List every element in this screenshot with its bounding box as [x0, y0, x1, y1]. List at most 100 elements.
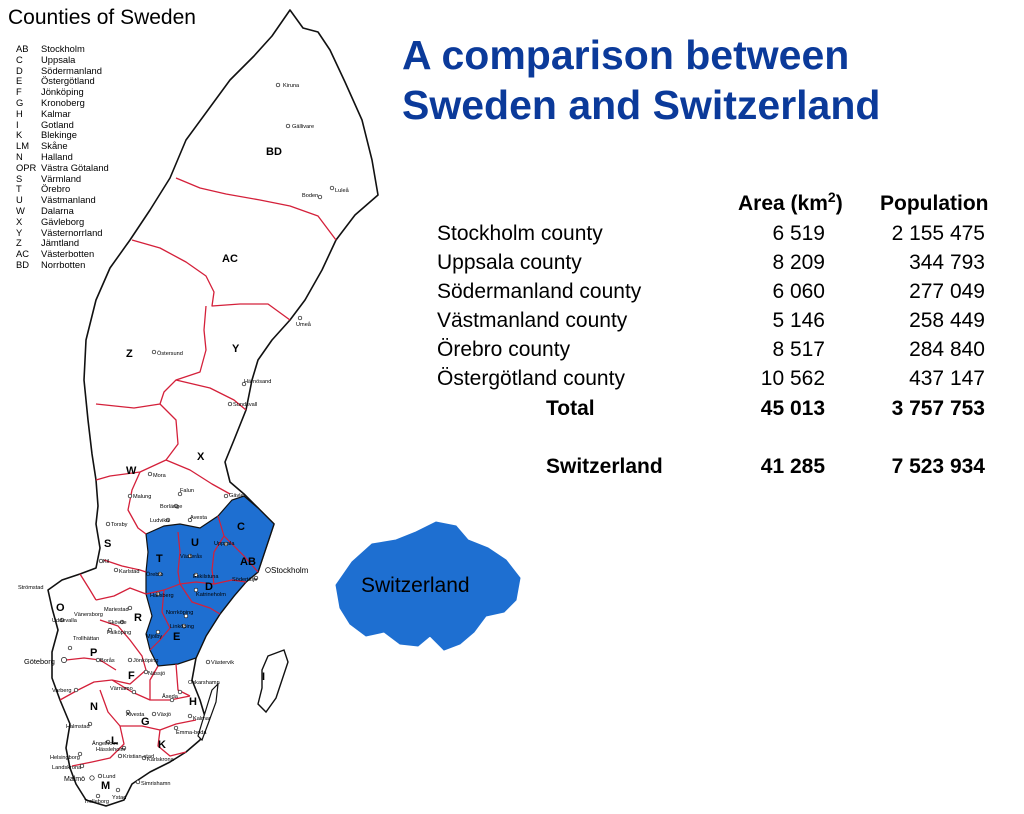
legend-row: BD Norrbotten: [16, 259, 109, 271]
city-torsby: Torsby: [111, 522, 128, 528]
region-code-w: W: [126, 465, 137, 477]
region-code-e: E: [173, 631, 180, 643]
legend-code: U: [16, 194, 23, 206]
legend-row: N Halland: [16, 150, 109, 163]
legend-code: F: [16, 86, 22, 98]
legend-row: Z Jämtland: [16, 238, 109, 249]
city-sodertalje: Södertälje: [232, 577, 257, 583]
city-kil: Kil: [103, 559, 109, 565]
city-kiruna: Kiruna: [283, 83, 300, 89]
legend-code: G: [16, 96, 24, 108]
region-code-n: N: [90, 701, 98, 713]
city-alvesta: Alvesta: [126, 712, 145, 718]
legend-row: E Östergötland: [16, 76, 109, 87]
city-falkoping: Falköping: [107, 630, 131, 636]
legend-county-name: Halland: [41, 150, 73, 162]
legend-county-name: Jönköping: [41, 86, 84, 98]
region-code-c: C: [237, 521, 245, 533]
city-sundsvall: Sundsvall: [233, 402, 257, 408]
legend-county-name: Blekinge: [41, 129, 77, 141]
city-goteborg: Göteborg: [24, 657, 55, 666]
region-codes: BD AC Z Y X W S T U C AB D E O R P F N G…: [56, 146, 282, 792]
city-linkoping: Linköping: [170, 624, 194, 630]
city-aseda: Åseda: [162, 693, 179, 700]
legend-code: W: [16, 204, 25, 216]
sweden-outline: [47, 9, 379, 807]
city-varberg: Varberg: [52, 688, 72, 694]
city-labels: Kiruna Gällivare Boden Luleå Umeå Östers…: [18, 83, 350, 805]
legend-row: T Örebro: [16, 184, 109, 195]
city-gallivare: Gällivare: [292, 124, 314, 130]
city-stromstad: Strömstad: [18, 585, 44, 591]
city-ystad: Ystad: [112, 795, 126, 801]
legend-code: H: [16, 107, 23, 119]
region-code-g: G: [141, 716, 150, 728]
city-ludvika: Ludvika: [150, 518, 170, 524]
region-code-f: F: [128, 670, 135, 682]
region-code-ab: AB: [240, 556, 256, 568]
region-code-z: Z: [126, 348, 133, 360]
legend-county-name: Kronoberg: [41, 96, 85, 108]
city-hassleholm: Hässleholm: [96, 747, 126, 753]
region-code-s: S: [104, 538, 111, 550]
legend-row: S Värmland: [16, 172, 109, 185]
legend-code: LM: [16, 140, 30, 152]
city-malung: Malung: [133, 494, 151, 500]
region-code-h: H: [189, 696, 197, 708]
legend-code: I: [16, 118, 19, 130]
city-boden: Boden: [302, 193, 318, 199]
region-code-i: I: [262, 671, 265, 683]
legend-county-name: Stockholm: [41, 43, 85, 54]
legend-county-name: Västernorrland: [41, 226, 103, 238]
legend-county-name: Västra Götaland: [41, 161, 109, 173]
city-trollhattan: Trollhättan: [73, 636, 99, 642]
city-hallsberg: Hallsberg: [150, 593, 174, 599]
legend-row: U Västmanland: [16, 194, 109, 206]
city-ostersund: Östersund: [157, 350, 183, 357]
legend-row: AB Stockholm: [16, 43, 109, 55]
legend-county-name: Värmland: [41, 172, 82, 184]
legend-code: C: [16, 53, 23, 65]
city-umea: Umeå: [296, 321, 312, 328]
city-nassjo: Nässjö: [148, 671, 165, 677]
legend-row: I Gotland: [16, 118, 109, 131]
legend-county-name: Gotland: [41, 118, 74, 130]
legend-row: F Jönköping: [16, 86, 109, 98]
region-code-k: K: [158, 739, 166, 751]
legend-county-name: Örebro: [41, 183, 71, 195]
switzerland-label: Switzerland: [361, 574, 470, 597]
headline-line-1: A comparison between: [402, 32, 850, 78]
city-lulea: Luleå: [335, 187, 350, 194]
city-emmaboda: Emma-boda: [176, 730, 207, 736]
city-halmstad: Halmstad: [66, 724, 90, 730]
legend-code: Y: [16, 226, 23, 238]
legend-county-name: Kalmar: [41, 107, 71, 119]
region-code-t: T: [156, 553, 163, 565]
legend-row: AC Västerbotten: [16, 248, 109, 260]
region-code-x: X: [197, 451, 205, 463]
legend-code: N: [16, 150, 23, 162]
legend-row: D Södermanland: [16, 64, 109, 77]
region-code-u: U: [191, 537, 199, 549]
city-orebro: Örebro: [146, 571, 163, 578]
legend-county-name: Västerbotten: [41, 248, 95, 260]
city-vanersborg: Vänersborg: [74, 612, 103, 618]
region-code-r: R: [134, 612, 142, 624]
legend-county-name: Södermanland: [41, 64, 102, 76]
legend-county-name: Jämtland: [41, 237, 80, 249]
city-karlskrona: Karlskrona: [147, 757, 175, 763]
legend-code: Z: [16, 237, 22, 249]
legend-row: X Gävleborg: [16, 216, 109, 228]
legend-row: K Blekinge: [16, 130, 109, 141]
city-oskarshamn: Oskarshamn: [188, 680, 220, 686]
city-uppsala: Uppsala: [214, 541, 235, 547]
region-code-m: M: [101, 780, 110, 792]
city-dots: [59, 82, 335, 799]
legend-row: LM Skåne: [16, 140, 109, 152]
legend-row: G Kronoberg: [16, 96, 109, 109]
legend-code: T: [16, 183, 22, 195]
city-falun: Falun: [180, 488, 194, 494]
city-kalmar: Kalmar: [193, 716, 211, 722]
city-jonkoping: Jönköping: [133, 658, 159, 664]
